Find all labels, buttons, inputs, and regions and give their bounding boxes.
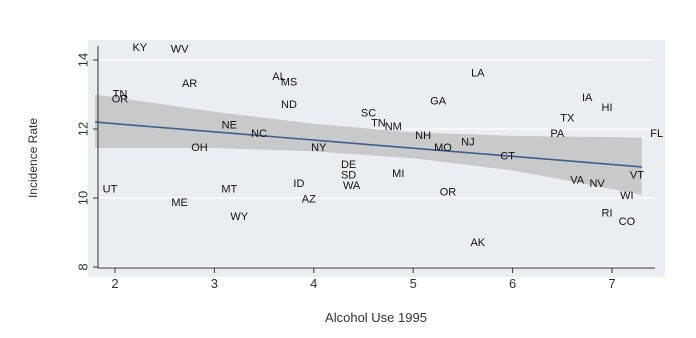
point-label-or: OR xyxy=(440,187,457,199)
point-label-wa: WA xyxy=(343,180,361,192)
point-label-ne: NE xyxy=(222,120,237,132)
point-label-nh: NH xyxy=(415,130,431,142)
point-label-ri: RI xyxy=(602,207,613,219)
point-label-co: CO xyxy=(619,216,636,228)
point-label-tx: TX xyxy=(560,113,575,125)
point-label-pa: PA xyxy=(550,128,565,140)
point-label-ny: NY xyxy=(311,142,327,154)
point-label-mt: MT xyxy=(221,183,237,195)
fitted-regression-line xyxy=(95,121,642,168)
point-label-ms: MS xyxy=(281,76,298,88)
x-tick-label: 6 xyxy=(509,276,516,291)
confidence-band-layer xyxy=(95,94,642,195)
point-label-or: OR xyxy=(112,94,129,106)
x-axis-title: Alcohol Use 1995 xyxy=(325,310,427,325)
x-tick-label: 4 xyxy=(310,276,317,291)
point-label-ct: CT xyxy=(500,151,515,163)
axis-layer: 2 3 4 5 6 7 8 10 12 14 xyxy=(75,46,655,291)
y-tick-label: 14 xyxy=(75,53,90,67)
point-label-de: DE xyxy=(341,159,356,171)
point-label-tn: TN xyxy=(113,88,128,100)
grid-layer xyxy=(98,59,655,268)
point-label-wy: WY xyxy=(230,211,248,223)
point-label-ga: GA xyxy=(430,95,447,107)
point-label-mo: MO xyxy=(434,142,452,154)
point-label-fl: FL xyxy=(650,128,663,140)
point-label-nc: NC xyxy=(251,128,267,140)
point-label-nj: NJ xyxy=(461,137,474,149)
x-tick-label: 2 xyxy=(111,276,118,291)
point-label-ky: KY xyxy=(132,42,147,54)
point-label-ar: AR xyxy=(182,78,197,90)
point-label-sd: SD xyxy=(341,170,356,182)
point-label-az: AZ xyxy=(302,194,316,206)
point-label-wv: WV xyxy=(171,44,189,56)
point-label-mi: MI xyxy=(392,168,404,180)
point-label-nm: NM xyxy=(385,121,402,133)
point-label-hi: HI xyxy=(602,102,613,114)
point-label-tn: TN xyxy=(371,118,386,130)
x-tick-label: 3 xyxy=(211,276,218,291)
point-label-wi: WI xyxy=(620,190,633,202)
y-tick-label: 8 xyxy=(75,263,90,270)
point-label-va: VA xyxy=(570,175,585,187)
point-label-nv: NV xyxy=(589,178,605,190)
x-tick-label: 5 xyxy=(410,276,417,291)
y-tick-label: 12 xyxy=(75,122,90,136)
point-label-vt: VT xyxy=(630,170,644,182)
x-tick-label: 7 xyxy=(608,276,615,291)
point-label-la: LA xyxy=(471,68,485,80)
point-label-me: ME xyxy=(171,197,188,209)
point-label-id: ID xyxy=(293,178,304,190)
point-label-al: AL xyxy=(272,71,285,83)
point-label-oh: OH xyxy=(191,142,208,154)
point-label-ak: AK xyxy=(470,237,485,249)
point-label-ia: IA xyxy=(582,92,593,104)
y-axis-title: Incidence Rate xyxy=(26,118,40,198)
point-label-ut: UT xyxy=(103,183,118,195)
point-label-sc: SC xyxy=(361,107,376,119)
point-label-nd: ND xyxy=(281,99,297,111)
y-tick-label: 10 xyxy=(75,191,90,205)
